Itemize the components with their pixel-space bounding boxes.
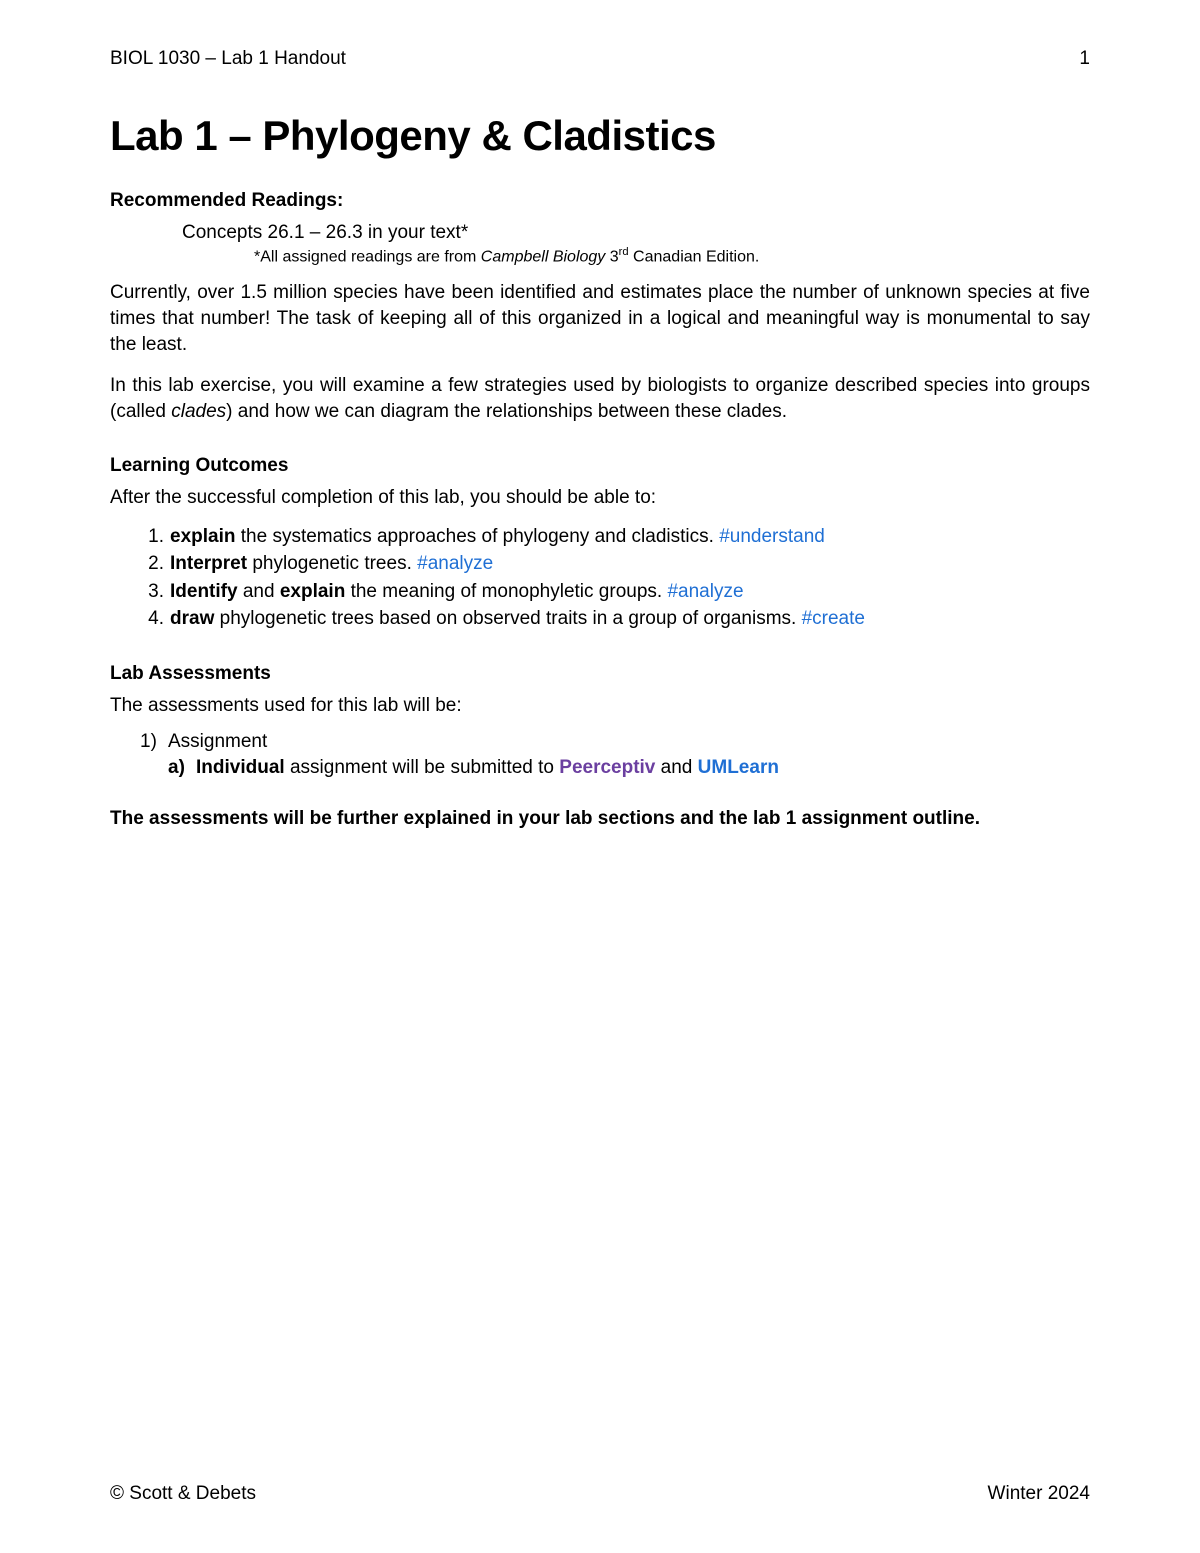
assess-num: 1) <box>140 729 157 756</box>
page-footer: © Scott & Debets Winter 2024 <box>110 1483 1090 1505</box>
outcome-rest: phylogenetic trees based on observed tra… <box>214 608 801 629</box>
page-header: BIOL 1030 – Lab 1 Handout 1 <box>110 48 1090 70</box>
peerceptiv-link[interactable]: Peerceptiv <box>559 757 655 778</box>
intro-paragraph-1: Currently, over 1.5 million species have… <box>110 280 1090 357</box>
outcomes-intro: After the successful completion of this … <box>110 487 1090 509</box>
outcome-num: 1. <box>138 523 164 551</box>
p2-italic: clades <box>171 401 226 422</box>
assessments-heading: Lab Assessments <box>110 663 1090 685</box>
readings-block: Concepts 26.1 – 26.3 in your text* *All … <box>182 222 1090 266</box>
assessments-list: 1) Assignment a) Individual assignment w… <box>140 729 1090 782</box>
outcome-rest: the meaning of monophyletic groups. <box>345 581 667 602</box>
assess-and: and <box>655 757 697 778</box>
readings-note-ed-prefix: 3 <box>605 248 618 265</box>
readings-note-sup: rd <box>619 246 629 258</box>
outcome-bold: Identify <box>170 581 238 602</box>
outcome-item-3: 3. Identify and explain the meaning of m… <box>148 578 1090 606</box>
assess-sub-text: assignment will be submitted to <box>285 757 560 778</box>
outcome-bold2: explain <box>280 581 345 602</box>
page-number: 1 <box>1079 48 1090 70</box>
assessment-item-1: 1) Assignment <box>140 729 1090 756</box>
readings-heading: Recommended Readings: <box>110 190 1090 212</box>
outcome-item-1: 1. explain the systematics approaches of… <box>148 523 1090 551</box>
readings-note-prefix: *All assigned readings are from <box>254 248 481 265</box>
header-left: BIOL 1030 – Lab 1 Handout <box>110 48 346 70</box>
footer-left: © Scott & Debets <box>110 1483 256 1505</box>
outcomes-heading: Learning Outcomes <box>110 455 1090 477</box>
assess-label: Assignment <box>168 731 267 752</box>
outcome-bold: draw <box>170 608 214 629</box>
outcome-num: 4. <box>138 605 164 633</box>
footer-right: Winter 2024 <box>988 1483 1090 1505</box>
p2-b: ) and how we can diagram the relationshi… <box>226 401 787 422</box>
outcome-tag: #analyze <box>417 553 493 574</box>
assess-sub-num: a) <box>168 755 185 782</box>
outcome-tag: #understand <box>719 526 825 547</box>
readings-note-suffix: Canadian Edition. <box>629 248 760 265</box>
assessments-intro: The assessments used for this lab will b… <box>110 695 1090 717</box>
outcome-item-2: 2. Interpret phylogenetic trees. #analyz… <box>148 550 1090 578</box>
outcome-tag: #create <box>802 608 865 629</box>
umlearn-link[interactable]: UMLearn <box>698 757 779 778</box>
outcome-bold: Interpret <box>170 553 247 574</box>
document-page: BIOL 1030 – Lab 1 Handout 1 Lab 1 – Phyl… <box>0 0 1200 890</box>
outcome-num: 3. <box>138 578 164 606</box>
outcome-num: 2. <box>138 550 164 578</box>
outcome-rest: phylogenetic trees. <box>247 553 417 574</box>
readings-note: *All assigned readings are from Campbell… <box>254 246 1090 266</box>
assessment-sub-a: a) Individual assignment will be submitt… <box>140 755 1090 782</box>
outcome-tag: #analyze <box>667 581 743 602</box>
readings-note-italic: Campbell Biology <box>481 248 606 265</box>
final-note: The assessments will be further explaine… <box>110 808 1090 830</box>
intro-paragraph-2: In this lab exercise, you will examine a… <box>110 373 1090 424</box>
outcome-bold: explain <box>170 526 235 547</box>
readings-line: Concepts 26.1 – 26.3 in your text* <box>182 222 1090 244</box>
assess-sub-bold: Individual <box>196 757 285 778</box>
page-title: Lab 1 – Phylogeny & Cladistics <box>110 112 1090 160</box>
outcomes-list: 1. explain the systematics approaches of… <box>148 523 1090 633</box>
outcome-rest: the systematics approaches of phylogeny … <box>235 526 719 547</box>
outcome-item-4: 4. draw phylogenetic trees based on obse… <box>148 605 1090 633</box>
outcome-mid: and <box>238 581 280 602</box>
